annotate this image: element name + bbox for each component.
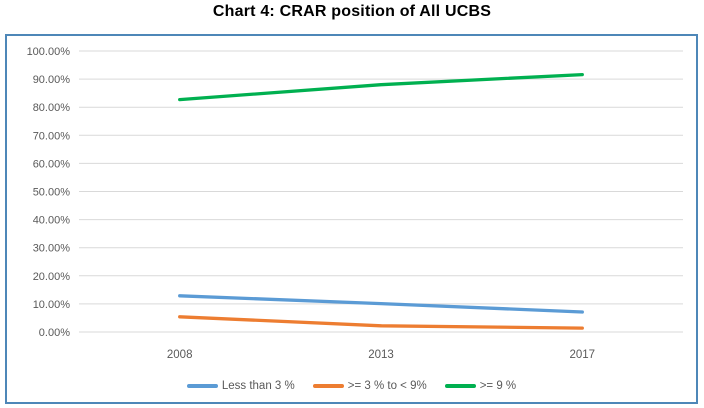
y-tick-label: 0.00% <box>39 327 70 339</box>
legend: Less than 3 % >= 3 % to < 9% >= 9 % <box>7 380 696 392</box>
x-tick-label: 2017 <box>570 349 596 361</box>
legend-line-swatch <box>444 384 476 388</box>
line-chart-plot: 100.00% 90.00% 80.00% 70.00% 60.00% 50.00% 40.… <box>27 46 683 361</box>
legend-item: Less than 3 % <box>186 380 295 392</box>
chart-area: 100.00% 90.00% 80.00% 70.00% 60.00% 50.00% 40.… <box>5 34 698 404</box>
y-tick-label: 50.00% <box>33 187 71 199</box>
y-tick-label: 30.00% <box>33 243 71 255</box>
y-tick-label: 90.00% <box>33 74 71 86</box>
x-tick-label: 2008 <box>167 349 193 361</box>
series-line-0 <box>178 294 584 314</box>
legend-line-swatch <box>312 384 344 388</box>
y-tick-label: 40.00% <box>33 215 71 227</box>
series-line-2 <box>178 72 584 102</box>
y-tick-label: 10.00% <box>33 299 71 311</box>
legend-label: Less than 3 % <box>221 380 295 392</box>
y-tick-label: 100.00% <box>27 46 71 58</box>
y-tick-label: 20.00% <box>33 271 71 283</box>
legend-line-swatch <box>186 384 218 388</box>
legend-item: >= 3 % to < 9% <box>312 380 427 392</box>
y-tick-label: 70.00% <box>33 130 71 142</box>
series-line-1 <box>178 315 584 330</box>
chart-title: Chart 4: CRAR position of All UCBS <box>212 3 492 20</box>
legend-label: >= 3 % to < 9% <box>347 380 427 392</box>
y-tick-label: 60.00% <box>33 158 71 170</box>
legend-label: >= 9 % <box>479 380 517 392</box>
x-tick-label: 2013 <box>368 349 394 361</box>
legend-item: >= 9 % <box>444 380 517 392</box>
y-tick-label: 80.00% <box>33 102 71 114</box>
